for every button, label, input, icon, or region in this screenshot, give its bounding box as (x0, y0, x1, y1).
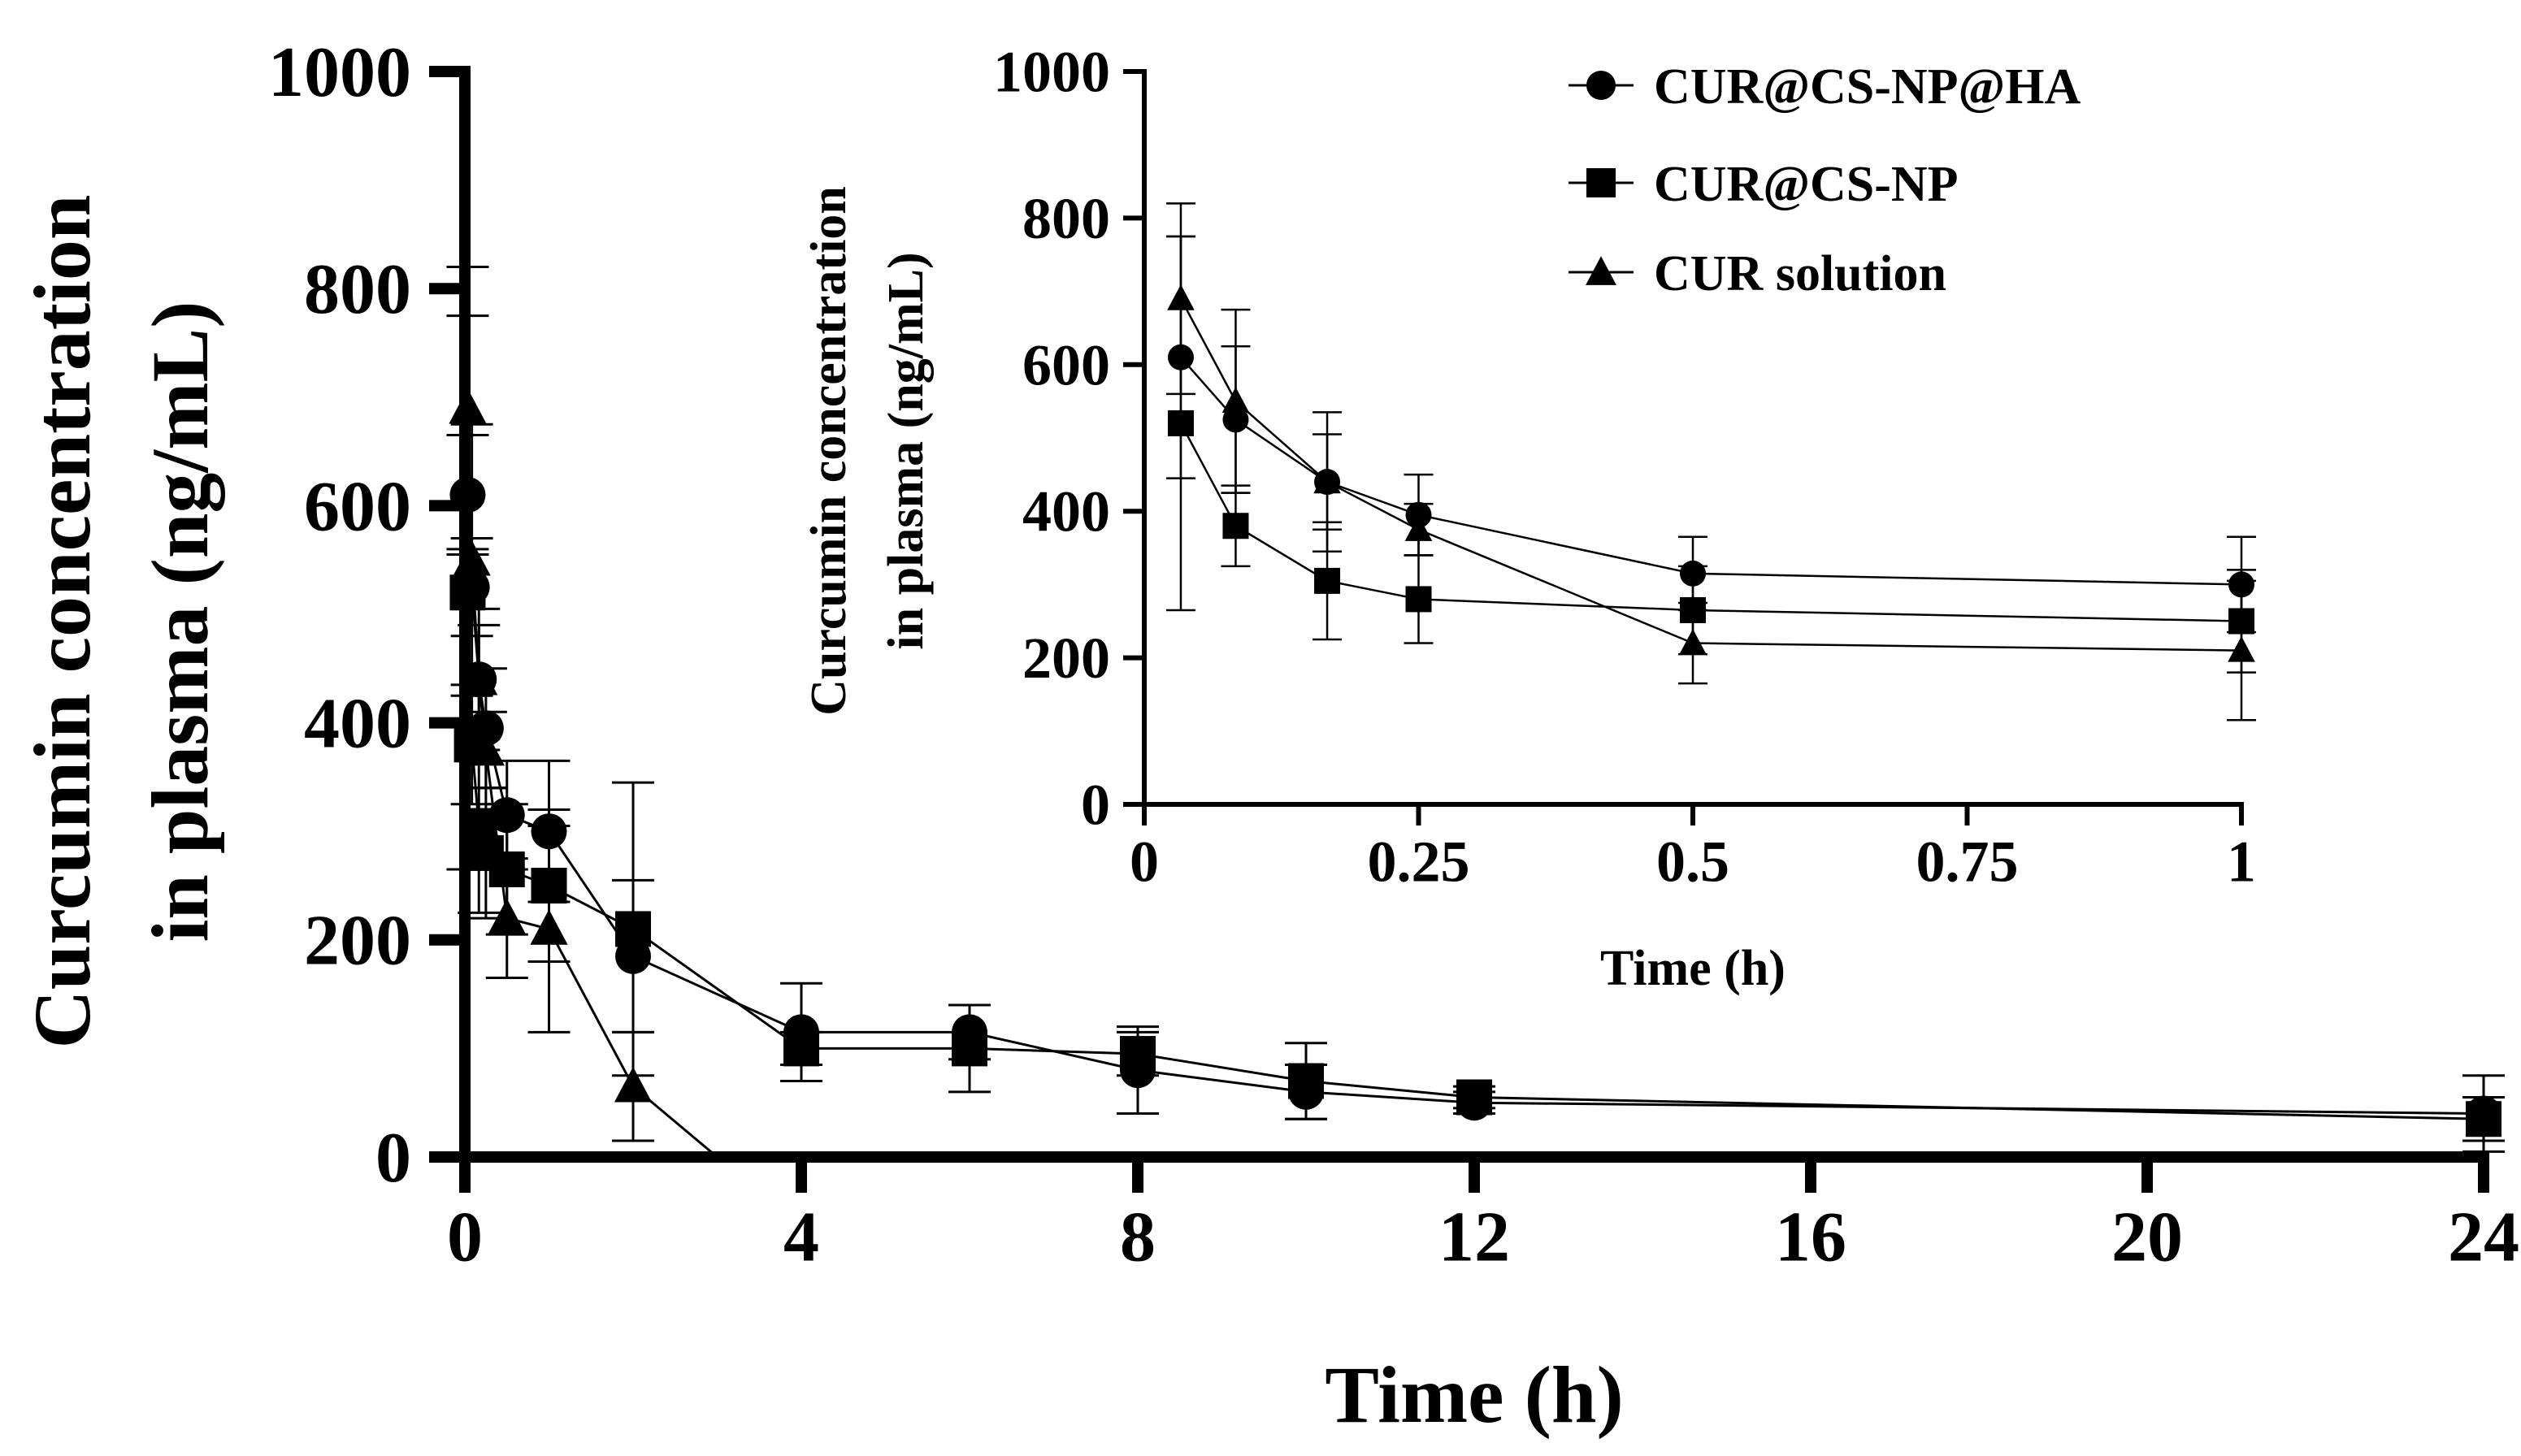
main-y-tick-label-800: 800 (304, 250, 411, 329)
inset-y-tick-label-600: 600 (1022, 332, 1110, 397)
main-point-cur-solution-1 (453, 540, 491, 576)
main-point-cur-solution-6 (614, 1066, 653, 1103)
main-y-axis-title-line-2: in plasma (ng/mL) (135, 301, 225, 942)
inset-point-cur-cs-np-1 (1222, 513, 1249, 540)
inset-point-cur-solution-2 (1313, 467, 1341, 494)
legend-label-cur-cs-np-ha: CUR@CS-NP@HA (1654, 59, 2081, 115)
inset-line-cur-solution (1179, 298, 2242, 652)
main-x-tick-label-12: 12 (1438, 1198, 1510, 1277)
main-point-cur-solution-3 (466, 730, 505, 766)
main-x-axis-title: Time (h) (1325, 1350, 1624, 1440)
inset-y-tick-label-1000: 1000 (993, 39, 1110, 104)
main-point-cur-solution-4 (488, 898, 526, 934)
inset-series-cur-solution (1165, 202, 2256, 722)
legend-marker-cur-cs-np-ha (1586, 71, 1616, 100)
inset-point-cur-solution-4 (1679, 628, 1707, 655)
inset-x-tick-label-0-5: 0.5 (1656, 829, 1729, 894)
main-y-tick-label-0: 0 (375, 1119, 411, 1198)
inset-x-tick-label-1: 1 (2227, 829, 2256, 894)
inset-line-cur-cs-np (1179, 422, 2242, 622)
legend-marker-cur-cs-np (1586, 168, 1616, 197)
main-point-cur-solution-0 (449, 388, 487, 424)
main-point-cur-cs-np-12 (2466, 1101, 2501, 1138)
inset-y-axis-title-line-1: Curcumin concentration (801, 186, 857, 716)
inset-point-cur-solution-5 (2228, 635, 2255, 662)
legend-item-cur-cs-np-ha: CUR@CS-NP@HA (1569, 59, 2081, 115)
main-y-tick-label-200: 200 (304, 902, 411, 981)
main-x-tick-label-0: 0 (447, 1198, 483, 1277)
inset-point-cur-cs-np-3 (1405, 586, 1432, 613)
main-y-tick-label-600: 600 (304, 467, 411, 546)
inset-y-tick-label-200: 200 (1022, 626, 1110, 691)
main-point-cur-cs-np-9 (1120, 1036, 1156, 1072)
main-y-tick-label-400: 400 (304, 685, 411, 764)
legend-marker-cur-solution (1586, 256, 1616, 285)
main-point-cur-cs-np-6 (615, 911, 651, 947)
inset-plot: 0 200 400 600 800 1000 0 0.25 0.5 0.75 1 Time (h) Cu… (801, 39, 2256, 996)
inset-y-tick-label-400: 400 (1022, 479, 1110, 544)
main-series-cur-solution (446, 265, 718, 1159)
main-point-cur-cs-np-7 (783, 1030, 819, 1067)
main-x-tick-label-24: 24 (2448, 1198, 2519, 1277)
main-point-cur-cs-np-8 (952, 1030, 987, 1067)
main-x-tick-label-4: 4 (783, 1198, 819, 1277)
main-y-tick-label-1000: 1000 (268, 33, 411, 112)
main-point-cur-cs-np-10 (1288, 1063, 1324, 1099)
inset-x-tick-label-0-75: 0.75 (1916, 829, 2019, 894)
inset-y-tick-label-800: 800 (1022, 186, 1110, 251)
inset-point-cur-solution-1 (1221, 387, 1250, 413)
inset-point-cur-solution-3 (1404, 515, 1433, 541)
main-x-tick-label-8: 8 (1120, 1198, 1156, 1277)
main-point-cur-cs-np-11 (1456, 1079, 1492, 1116)
inset-point-cur-cs-np-0 (1167, 410, 1194, 436)
main-y-axis-title-line-1: Curcumin concentration (17, 195, 107, 1049)
legend-item-cur-solution: CUR solution (1569, 246, 1946, 301)
main-series-cur-cs-np (446, 314, 2505, 1142)
inset-y-tick-label-0: 0 (1081, 772, 1110, 837)
main-x-tick-label-16: 16 (1775, 1198, 1846, 1277)
main-point-cur-solution-5 (530, 909, 568, 945)
main-plot: 0 200 400 600 800 1000 0 4 8 12 16 20 24 Time (h) Curc… (17, 33, 2519, 1440)
main-point-cur-solution-2 (460, 659, 498, 696)
main-point-cur-cs-np-0 (449, 574, 486, 611)
inset-point-cur-solution-0 (1167, 284, 1195, 310)
inset-point-cur-cs-np-2 (1314, 567, 1341, 594)
inset-x-axis-title: Time (h) (1600, 941, 1786, 996)
main-x-tick-label-20: 20 (2111, 1198, 2183, 1277)
legend-label-cur-solution: CUR solution (1654, 246, 1946, 301)
legend-label-cur-cs-np: CUR@CS-NP (1654, 157, 1959, 212)
legend-item-cur-cs-np: CUR@CS-NP (1569, 157, 1959, 212)
inset-x-tick-label-0-25: 0.25 (1368, 829, 1470, 894)
inset-x-tick-label-0: 0 (1130, 829, 1159, 894)
legend: CUR@CS-NP@HA CUR@CS-NP CUR solution (1569, 59, 2081, 301)
inset-y-axis-title-line-2: in plasma (ng/mL) (879, 252, 934, 649)
